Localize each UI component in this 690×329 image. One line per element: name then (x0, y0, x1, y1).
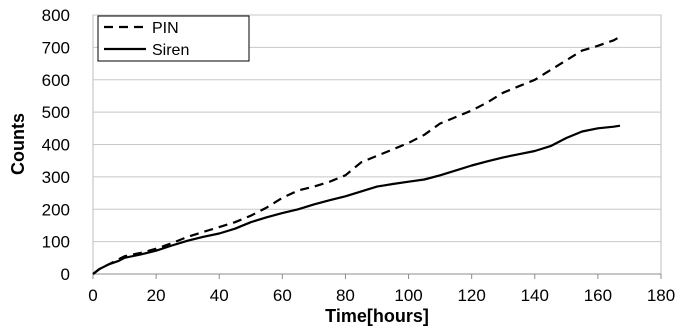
y-tick-label: 0 (61, 265, 70, 284)
y-tick-label: 700 (42, 38, 70, 57)
x-tick-label: 40 (210, 286, 229, 305)
y-tick-label: 600 (42, 71, 70, 90)
series-lines (93, 37, 620, 274)
legend-label-pin: PIN (152, 20, 179, 37)
x-tick-label: 180 (647, 286, 675, 305)
x-tick-label: 20 (147, 286, 166, 305)
x-tick-label: 120 (457, 286, 485, 305)
y-tick-label: 100 (42, 233, 70, 252)
legend: PIN Siren (98, 16, 249, 61)
x-tick-label: 140 (521, 286, 549, 305)
series-line-siren (93, 126, 620, 274)
x-tick-label: 60 (273, 286, 292, 305)
y-tick-label: 300 (42, 168, 70, 187)
x-tick-label: 160 (584, 286, 612, 305)
x-axis-title: Time[hours] (325, 306, 429, 326)
legend-label-siren: Siren (152, 42, 189, 59)
x-tick-labels: 0 20 40 60 80 100 120 140 160 180 (88, 286, 675, 305)
y-tick-labels: 0 100 200 300 400 500 600 700 800 (42, 6, 70, 284)
series-line-pin (93, 37, 620, 274)
y-tick-label: 500 (42, 103, 70, 122)
y-axis-title: Counts (8, 113, 28, 175)
y-tick-label: 200 (42, 200, 70, 219)
x-tick-label: 100 (394, 286, 422, 305)
y-tick-label: 400 (42, 136, 70, 155)
x-tick-label: 80 (336, 286, 355, 305)
y-tick-label: 800 (42, 6, 70, 25)
x-tick-label: 0 (88, 286, 97, 305)
